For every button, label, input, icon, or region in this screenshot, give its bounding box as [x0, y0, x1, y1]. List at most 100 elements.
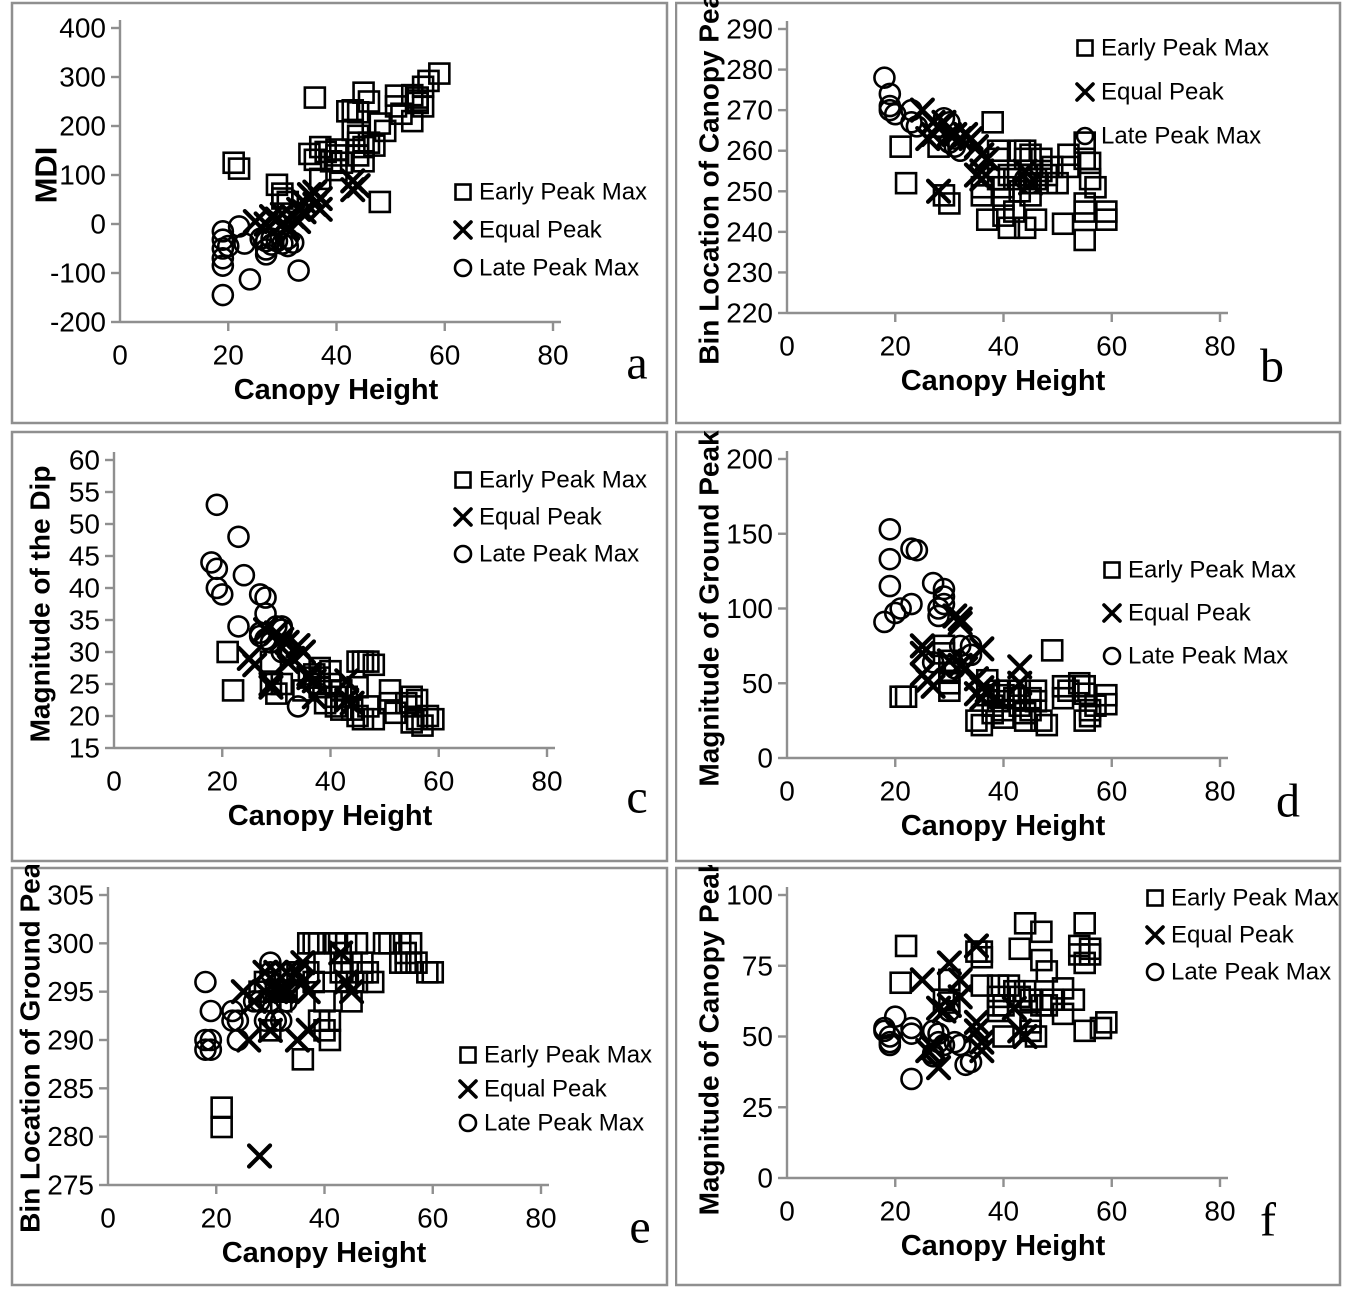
- chart-panel-d: 200 150 100 50 00 20 40 60 80 Magnitude of Ground…: [675, 430, 1349, 865]
- y-tick-label: 30: [69, 637, 100, 668]
- y-axis-title: Bin Location of Ground Peak: [15, 865, 46, 1233]
- legend-label: Late Peak Max: [1128, 643, 1288, 670]
- data-point-square: [1051, 686, 1075, 710]
- y-axis-title: MDI: [29, 147, 64, 204]
- data-point-square: [981, 111, 1004, 134]
- series-circle: [194, 951, 298, 1061]
- x-tick-label: 40: [988, 1196, 1019, 1227]
- data-point-square: [216, 640, 239, 664]
- data-point-square: [1019, 686, 1042, 710]
- y-tick-label: 220: [726, 298, 773, 329]
- data-point-x: [307, 185, 333, 212]
- legend-label: Equal Peak: [484, 1076, 608, 1103]
- data-point-circle: [270, 618, 294, 641]
- x-tick-label: 20: [207, 766, 238, 797]
- data-point-circle: [259, 961, 282, 984]
- data-point-square: [416, 704, 440, 728]
- data-point-square: [362, 653, 386, 677]
- data-point-square: [1078, 943, 1102, 966]
- y-tick-label: 45: [69, 541, 100, 572]
- legend: Early Peak Max Equal Peak Late Peak Max: [1145, 885, 1339, 986]
- data-point-circle: [205, 493, 229, 517]
- data-point-square: [325, 144, 348, 167]
- y-tick-label: 280: [47, 1121, 94, 1152]
- x-tick-label: 80: [531, 766, 562, 797]
- data-point-square: [889, 685, 912, 709]
- data-point-x: [1007, 670, 1033, 696]
- y-tick-label: 20: [69, 701, 100, 732]
- data-point-circle: [200, 551, 223, 574]
- legend: Early Peak Max Equal Peak Late Peak Max: [1102, 557, 1296, 670]
- legend-circle-icon: [453, 544, 473, 564]
- legend-label: Late Peak Max: [479, 541, 639, 568]
- data-point-circle: [878, 574, 902, 598]
- data-point-square: [970, 184, 994, 207]
- y-tick-label: 305: [47, 880, 94, 911]
- panel-letter: c: [626, 771, 647, 824]
- data-point-square: [1062, 988, 1086, 1012]
- data-point-circle: [938, 999, 961, 1023]
- data-point-square: [1095, 200, 1118, 223]
- legend-label: Late Peak Max: [1171, 959, 1331, 986]
- legend-square-icon: [1146, 889, 1164, 907]
- legend-label: Equal Peak: [479, 217, 603, 244]
- data-point-square: [378, 679, 402, 702]
- data-point-circle: [900, 1016, 923, 1040]
- data-point-circle: [205, 557, 229, 581]
- y-tick-label: 295: [47, 976, 94, 1007]
- data-point-x: [295, 1017, 321, 1043]
- data-point-circle: [226, 1028, 250, 1052]
- legend-x-icon: [1075, 82, 1095, 102]
- x-tick-label: 80: [1204, 776, 1235, 807]
- data-point-circle: [276, 234, 300, 258]
- x-tick-label: 0: [106, 766, 122, 797]
- data-point-x: [328, 940, 354, 966]
- legend-label: Early Peak Max: [1171, 885, 1339, 912]
- legend-label: Early Peak Max: [479, 179, 647, 206]
- data-point-square: [889, 971, 912, 995]
- data-point-square: [1073, 1019, 1096, 1043]
- y-tick-label: 50: [742, 668, 773, 699]
- legend-label: Equal Peak: [1101, 79, 1225, 106]
- legend-x-icon: [1145, 925, 1165, 945]
- y-tick-label: 275: [47, 1170, 94, 1201]
- y-tick-label: 300: [47, 928, 94, 959]
- data-point-square: [221, 679, 245, 702]
- data-point-square: [1030, 920, 1053, 944]
- y-tick-label: 100: [726, 593, 773, 624]
- y-tick-label: 100: [59, 160, 106, 191]
- data-point-x: [947, 967, 973, 993]
- data-point-square: [1051, 674, 1075, 698]
- data-point-circle: [227, 615, 250, 638]
- data-point-square: [1051, 212, 1075, 236]
- data-point-square: [970, 945, 994, 969]
- y-tick-label: 290: [726, 14, 773, 45]
- y-tick-label: 400: [59, 13, 106, 44]
- data-point-square: [406, 91, 429, 115]
- series-x: [909, 933, 1038, 1081]
- chart-panel-f: 100 75 50 25 00 20 40 60 80 Magnitude of Canopy P…: [675, 865, 1349, 1297]
- series-x: [236, 617, 365, 716]
- axes: [105, 452, 555, 757]
- x-axis-title: Canopy Height: [901, 810, 1106, 842]
- data-point-x: [909, 967, 935, 993]
- x-tick-label: 80: [537, 340, 568, 371]
- data-point-circle: [943, 127, 967, 150]
- data-point-square: [1095, 692, 1118, 716]
- data-point-circle: [943, 657, 967, 680]
- x-tick-label: 20: [880, 1196, 911, 1227]
- data-point-square: [291, 1048, 315, 1071]
- data-point-circle: [211, 246, 235, 270]
- series-square: [889, 111, 1118, 252]
- y-axis-title: Magnitude of the Dip: [25, 466, 56, 743]
- data-point-x: [246, 1143, 273, 1169]
- data-point-square: [1030, 948, 1053, 972]
- x-tick-label: 40: [315, 766, 346, 797]
- legend-square-icon: [1103, 561, 1121, 579]
- axes: [778, 887, 1228, 1187]
- data-point-circle: [889, 597, 912, 620]
- data-point-square: [362, 707, 386, 731]
- legend-circle-icon: [1102, 646, 1122, 666]
- x-tick-label: 60: [1096, 1196, 1127, 1227]
